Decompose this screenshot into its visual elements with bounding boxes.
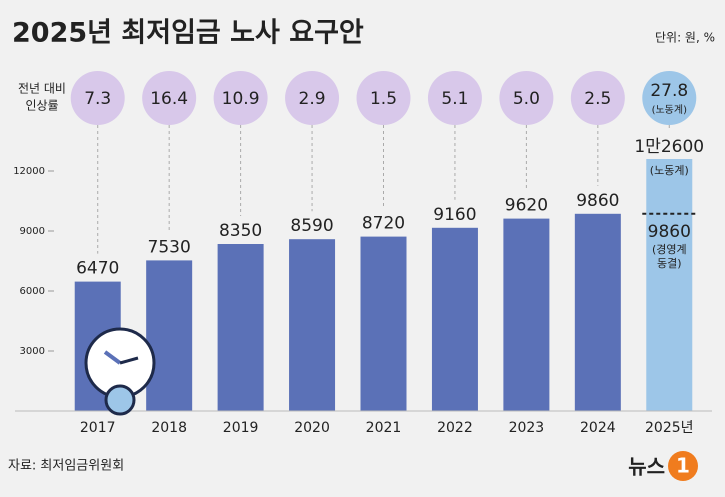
bar [360, 236, 407, 411]
rate-circle [285, 71, 340, 125]
rate-label: 5.0 [513, 89, 540, 109]
x-tick-label: 2025년 [645, 420, 694, 436]
logo-badge [668, 451, 698, 481]
x-tick-label: 2018 [151, 420, 187, 436]
x-tick-label: 2022 [437, 420, 473, 436]
rate-circle [570, 71, 625, 125]
y-tick-label: 9000 [20, 226, 45, 237]
value-label: 9160 [433, 205, 476, 225]
x-tick-label: 2017 [80, 420, 116, 436]
rate-circle [213, 71, 268, 125]
rate-label: 인상률 [25, 99, 58, 113]
value-note: (노동계) [650, 164, 689, 177]
rate-label: 10.9 [222, 89, 260, 109]
logo: 뉴스 [628, 455, 665, 479]
value-label: 8590 [290, 216, 333, 236]
value-note: (경영계 [652, 243, 687, 256]
chart-title: 2025년 최저임금 노사 요구안 [12, 18, 364, 49]
bar [146, 260, 193, 411]
rate-label: 16.4 [150, 89, 188, 109]
y-tick-label: 6000 [20, 286, 45, 297]
value-label: 9620 [505, 196, 548, 216]
rate-label: 1.5 [370, 89, 397, 109]
value-note: 동결) [657, 257, 682, 270]
y-tick-label: 3000 [20, 346, 45, 357]
bar [431, 227, 478, 411]
value-label: 7530 [148, 237, 191, 257]
x-tick-label: 2024 [580, 420, 616, 436]
rate-circle [499, 71, 554, 125]
value-label: 9860 [648, 222, 691, 242]
value-label: 6470 [76, 259, 119, 279]
rate-circle [642, 71, 697, 125]
rate-label: 전년 대비 [18, 82, 66, 96]
bar [503, 218, 550, 411]
bar [289, 239, 336, 411]
x-tick-label: 2021 [366, 420, 402, 436]
bar [574, 213, 621, 411]
rate-circle [142, 71, 197, 125]
value-label: 8350 [219, 221, 262, 241]
clock-icon [84, 327, 156, 416]
rate-circle [356, 71, 411, 125]
logo: 1 [676, 454, 690, 478]
unit: 단위: 원, % [655, 31, 715, 45]
value-label: 1만2600 [634, 137, 704, 157]
rate-label: 5.1 [441, 89, 468, 109]
rate-label: 2.5 [584, 89, 611, 109]
x-tick-label: 2020 [294, 420, 330, 436]
rate-circle [70, 71, 125, 125]
rate-label: 2.9 [299, 89, 326, 109]
bar [646, 159, 693, 411]
value-label: 9860 [576, 191, 619, 211]
rate-circle [427, 71, 482, 125]
rate-label: 7.3 [84, 89, 111, 109]
x-tick-label: 2023 [509, 420, 545, 436]
rate-note: (노동계) [652, 104, 688, 116]
bar [217, 244, 264, 411]
x-tick-label: 2019 [223, 420, 259, 436]
value-label: 8720 [362, 214, 405, 234]
source: 자료: 최저임금위원회 [8, 459, 124, 474]
y-tick-label: 12000 [13, 166, 45, 177]
rate-label: 27.8 [650, 81, 688, 101]
